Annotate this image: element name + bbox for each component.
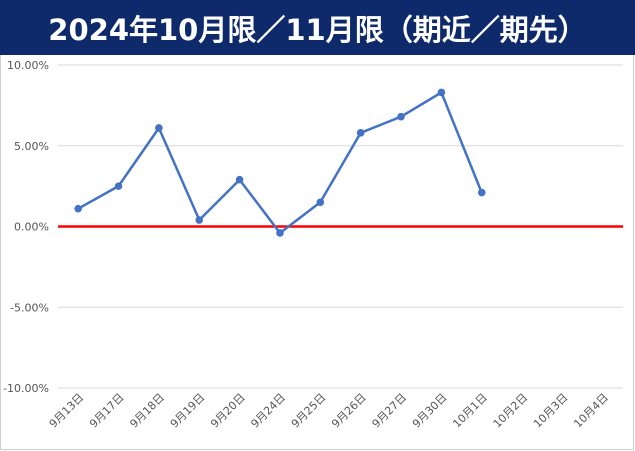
data-point [195, 216, 204, 224]
y-tick-label: 5.00% [14, 140, 49, 153]
x-tick-label: 9月19日 [168, 391, 208, 431]
data-point [155, 124, 163, 132]
x-tick-label: 10月1日 [450, 391, 490, 431]
x-axis-tick-labels: 9月13日 9月17日 9月18日 9月19日 9月20日 9月24日 9月25日 9月26日… [47, 391, 611, 431]
y-tick-label: -10.00% [3, 382, 49, 395]
y-tick-label: 0.00% [14, 221, 49, 234]
title-bar: 2024年10月限／11月限（期近／期先） [0, 0, 635, 55]
x-tick-label: 9月25日 [289, 391, 329, 431]
series-layer [74, 88, 486, 237]
chart-title: 2024年10月限／11月限（期近／期先） [48, 12, 587, 47]
x-tick-label: 9月17日 [87, 391, 127, 431]
series-line [76, 91, 483, 235]
x-tick-label: 9月26日 [329, 391, 369, 431]
y-tick-label: 10.00% [7, 59, 49, 72]
x-tick-label: 9月13日 [47, 391, 87, 431]
data-point [316, 198, 325, 207]
x-tick-label: 9月20日 [208, 391, 248, 431]
x-tick-label: 10月2日 [491, 391, 531, 431]
data-point [276, 229, 284, 237]
data-point [437, 88, 446, 97]
x-tick-label: 9月18日 [127, 391, 167, 431]
data-point [356, 129, 365, 137]
x-tick-label: 9月30日 [410, 391, 450, 431]
y-tick-label: -5.00% [10, 301, 49, 314]
data-point [235, 175, 244, 184]
data-point [397, 112, 405, 121]
x-tick-label: 10月3日 [531, 391, 571, 431]
x-tick-label: 9月24日 [248, 391, 288, 431]
x-tick-label: 10月4日 [571, 391, 611, 431]
data-point [477, 188, 486, 197]
y-axis-tick-labels: 10.00% 5.00% 0.00% -5.00% -10.00% [3, 59, 49, 395]
x-tick-label: 9月27日 [370, 391, 410, 431]
data-point [74, 204, 82, 213]
data-point [114, 182, 123, 190]
